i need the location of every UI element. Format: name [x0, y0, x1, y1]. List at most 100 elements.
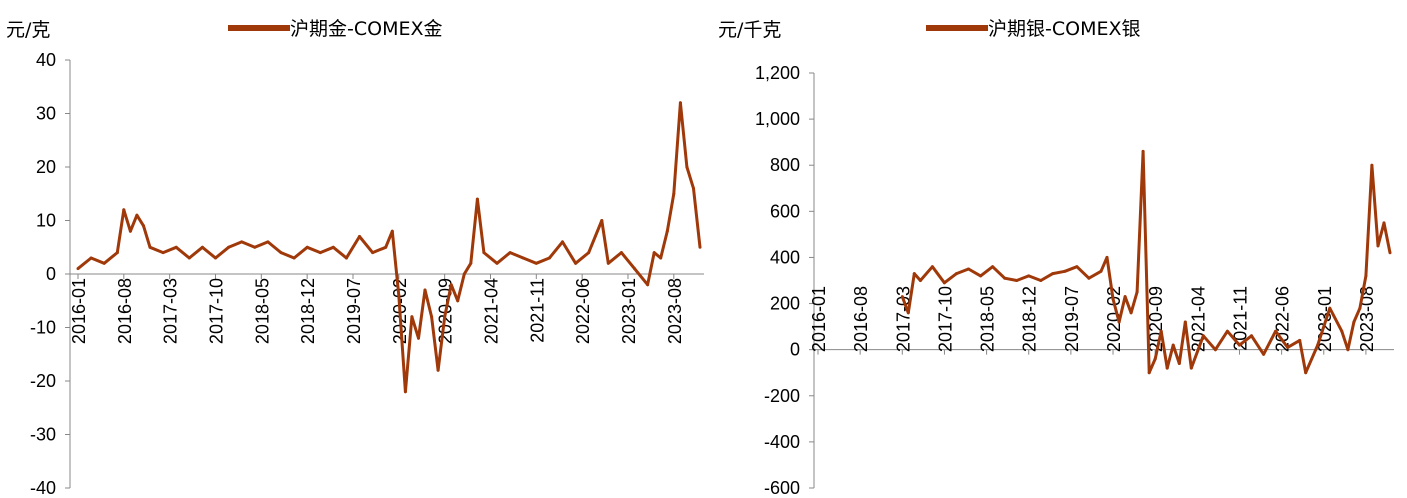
data-point — [1189, 366, 1193, 370]
y-unit-label: 元/千克 — [718, 19, 781, 41]
x-tick-label: 2016-08 — [115, 278, 135, 344]
data-point — [410, 315, 414, 319]
x-tick-label: 2021-11 — [1230, 286, 1250, 351]
data-point — [331, 245, 335, 249]
data-point — [318, 251, 322, 255]
y-tick-label: -40 — [30, 478, 56, 498]
x-tick-label: 2022-06 — [573, 278, 593, 344]
data-point — [600, 219, 604, 222]
data-point — [547, 256, 551, 260]
data-point — [253, 245, 257, 249]
data-point — [266, 240, 270, 244]
y-tick-label: -200 — [764, 386, 800, 406]
data-point — [619, 251, 623, 255]
y-tick-label: 600 — [770, 201, 800, 221]
y-tick-label: -30 — [30, 425, 56, 445]
data-point — [1304, 371, 1308, 375]
data-point — [1213, 348, 1217, 352]
data-point — [1153, 357, 1157, 361]
data-point — [1340, 329, 1344, 333]
x-tick-label: 2023-08 — [1357, 286, 1377, 352]
data-point — [672, 192, 676, 196]
data-point — [1376, 244, 1380, 248]
x-tick-label: 2018-05 — [252, 278, 272, 344]
data-point — [1250, 334, 1253, 338]
data-point — [384, 245, 388, 249]
data-point — [1087, 276, 1091, 280]
data-point — [967, 267, 970, 271]
data-point — [462, 272, 466, 276]
x-tick-label: 2018-12 — [298, 278, 318, 344]
x-tick-label: 2017-10 — [206, 278, 226, 344]
data-point — [930, 265, 934, 269]
data-point — [678, 101, 682, 105]
data-point — [1063, 269, 1067, 273]
data-point — [89, 256, 93, 260]
y-tick-label: 200 — [770, 294, 800, 314]
x-tick-label: 2017-03 — [161, 278, 181, 344]
data-point — [521, 256, 525, 260]
data-point — [148, 245, 152, 249]
y-tick-label: -20 — [30, 371, 56, 391]
data-point — [1105, 255, 1109, 259]
data-point — [979, 274, 983, 278]
data-point — [161, 251, 165, 255]
y-tick-label: 1,000 — [755, 109, 800, 129]
data-point — [403, 390, 407, 394]
data-point — [430, 315, 434, 319]
x-tick-label: 2016-01 — [809, 286, 829, 352]
plot-area: 1,200 1,000 800 600 400 200 0 -200 -400 -600 2016-… — [755, 63, 1394, 498]
data-point — [142, 224, 145, 228]
y-tick-label: -400 — [764, 432, 800, 452]
data-point — [358, 235, 361, 238]
data-point — [292, 256, 296, 260]
data-point — [1129, 311, 1133, 315]
series-line — [77, 101, 702, 394]
data-point — [436, 368, 440, 372]
x-tick-label: 2016-01 — [69, 278, 89, 344]
data-point — [918, 279, 922, 282]
data-point — [1003, 276, 1007, 280]
y-unit-label: 元/克 — [6, 19, 50, 41]
data-point — [456, 299, 460, 303]
data-point — [102, 261, 106, 265]
data-point — [187, 256, 191, 260]
data-point — [652, 251, 656, 255]
legend-label: 沪期银-COMEX银 — [988, 18, 1141, 40]
data-point — [469, 261, 473, 265]
data-point — [685, 165, 689, 169]
data-point — [912, 272, 916, 276]
data-point — [1388, 251, 1392, 255]
y-tick-label: 30 — [36, 104, 56, 124]
data-point — [390, 229, 394, 233]
x-tick-label: 2019-07 — [1062, 286, 1082, 352]
x-tick-label: 2019-07 — [344, 278, 364, 344]
data-point — [587, 251, 591, 255]
data-point — [482, 251, 486, 255]
data-point — [423, 288, 427, 292]
y-tick-label: 10 — [36, 211, 56, 231]
data-point — [942, 281, 946, 285]
data-point — [900, 295, 904, 299]
y-tick-label: 400 — [770, 247, 800, 267]
y-tick-label: -10 — [30, 318, 56, 338]
y-tick-label: 0 — [46, 264, 56, 284]
data-point — [955, 272, 958, 276]
x-tick-label: 2016-08 — [851, 286, 871, 352]
data-point — [1262, 352, 1266, 356]
data-point — [646, 283, 650, 287]
data-point — [1201, 334, 1205, 338]
data-point — [1364, 274, 1368, 278]
plot-area: 40 30 20 10 0 -10 -20 -30 -40 2016-01 2016-08 2017-… — [30, 50, 704, 498]
data-point — [1117, 320, 1121, 324]
x-tick-label: 2021-04 — [481, 278, 501, 344]
data-point — [417, 336, 420, 340]
data-point — [135, 213, 139, 217]
data-point — [1177, 362, 1181, 365]
data-point — [305, 245, 309, 249]
data-point — [606, 261, 610, 265]
y-tick-label: -600 — [764, 478, 800, 498]
data-point — [633, 267, 636, 271]
data-point — [1165, 366, 1169, 370]
data-point — [692, 186, 695, 190]
